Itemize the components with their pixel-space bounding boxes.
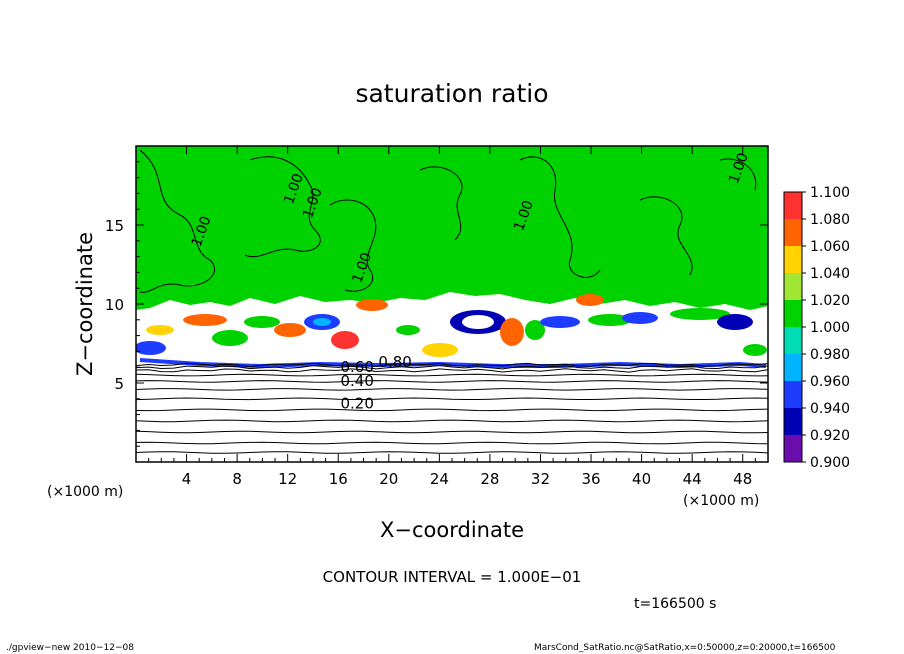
colorbar-tick-label: 1.060 xyxy=(810,239,850,255)
contour-label: 0.80 xyxy=(378,353,411,371)
x-tick-label: 48 xyxy=(733,470,752,488)
y-axis-label: Z−coordinate xyxy=(73,232,97,376)
contour-line xyxy=(136,419,768,423)
lower-contour-lines xyxy=(136,362,768,454)
x-axis-label: X−coordinate xyxy=(380,518,524,542)
contour-label: 0.20 xyxy=(340,394,373,412)
colorbar-swatch xyxy=(784,300,802,327)
contour-line xyxy=(136,373,768,377)
colorbar-tick-label: 0.980 xyxy=(810,347,850,363)
x-tick-label: 4 xyxy=(182,470,192,488)
colorbar-swatch xyxy=(784,381,802,408)
contour-line xyxy=(136,368,768,373)
x-axis-units-right: (×1000 m) xyxy=(683,493,759,509)
colorbar-tick-label: 0.940 xyxy=(810,401,850,417)
x-tick-label: 24 xyxy=(430,470,449,488)
x-tick-label: 20 xyxy=(379,470,398,488)
y-tick-label: 15 xyxy=(105,217,124,235)
colorbar-swatch xyxy=(784,327,802,354)
contour-line xyxy=(136,364,768,370)
footer-left: ./gpview−new 2010−12−08 xyxy=(6,643,134,653)
contour-line xyxy=(136,397,768,401)
y-tick-label: 10 xyxy=(105,296,124,314)
contour-interval-text: CONTOUR INTERVAL = 1.000E−01 xyxy=(323,568,582,586)
footer-right: MarsCond_SatRatio.nc@SatRatio,x=0:50000,… xyxy=(534,643,836,653)
x-axis-ticks: 4 8 12 16 20 24 28 32 36 40 44 48 xyxy=(148,146,756,488)
colorbar-swatch xyxy=(784,435,802,462)
cloud-layer-white xyxy=(136,292,768,462)
x-tick-label: 32 xyxy=(531,470,550,488)
y-tick-label: 5 xyxy=(114,375,124,393)
y-axis-ticks: 5 10 15 xyxy=(105,161,768,447)
colorbar-tick-label: 0.920 xyxy=(810,428,850,444)
colorbar: 0.900 0.920 0.940 0.960 0.980 1.000 1.020 1.040… xyxy=(783,185,850,471)
cloud-color-patches xyxy=(136,294,767,357)
colorbar-swatch xyxy=(784,354,802,381)
x-axis-units-left: (×1000 m) xyxy=(47,484,123,500)
x-tick-label: 40 xyxy=(632,470,651,488)
colorbar-tick-label: 1.100 xyxy=(810,185,850,201)
contour-line xyxy=(136,451,768,454)
x-tick-label: 8 xyxy=(232,470,242,488)
colorbar-swatch xyxy=(784,408,802,435)
colorbar-swatch xyxy=(784,219,802,246)
colorbar-tick-label: 1.080 xyxy=(810,212,850,228)
colorbar-tick-label: 0.900 xyxy=(810,455,850,471)
colorbar-tick-label: 1.040 xyxy=(810,266,850,282)
colorbar-swatch xyxy=(784,273,802,300)
x-tick-label: 36 xyxy=(581,470,600,488)
contour-line xyxy=(136,408,768,412)
upper-contour-lines xyxy=(139,149,757,293)
contour-line xyxy=(136,362,768,368)
cloud-base-blue-band xyxy=(139,358,767,369)
x-tick-label: 12 xyxy=(278,470,297,488)
x-tick-label: 44 xyxy=(683,470,702,488)
time-label: t=166500 s xyxy=(634,596,716,612)
colorbar-swatch xyxy=(784,192,802,219)
contour-label: 0.40 xyxy=(340,372,373,390)
colorbar-tick-label: 1.020 xyxy=(810,293,850,309)
chart-title: saturation ratio xyxy=(355,79,548,108)
contour-line xyxy=(136,388,768,391)
plot-area: 1.001.001.001.001.001.000.60 0.800.400.20 xyxy=(136,146,768,462)
x-tick-label: 28 xyxy=(480,470,499,488)
x-tick-label: 16 xyxy=(329,470,348,488)
colorbar-tick-label: 0.960 xyxy=(810,374,850,390)
colorbar-swatch xyxy=(784,246,802,273)
contour-label: 0.60 xyxy=(340,358,373,376)
contour-line xyxy=(136,380,768,383)
contour-line xyxy=(136,441,768,445)
contour-line xyxy=(136,430,768,434)
colorbar-tick-label: 1.000 xyxy=(810,320,850,336)
